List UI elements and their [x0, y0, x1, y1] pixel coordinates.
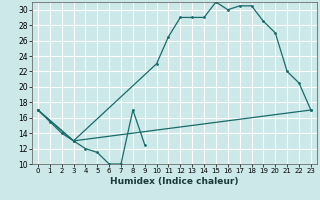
X-axis label: Humidex (Indice chaleur): Humidex (Indice chaleur)	[110, 177, 239, 186]
